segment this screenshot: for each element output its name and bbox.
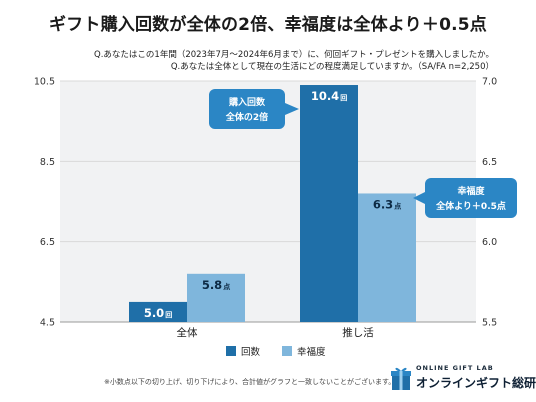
question-2: Q.あなたは全体として現在の生活にどの程度満足していますか。（SA/FA n=2… <box>170 62 494 72</box>
data-label-unit: 回 <box>165 310 172 319</box>
legend-swatch <box>226 346 236 356</box>
legend-swatch <box>282 346 292 356</box>
left-tick-label: 4.5 <box>40 318 55 329</box>
right-tick-label: 6.5 <box>482 157 497 168</box>
data-label-unit: 回 <box>340 93 347 102</box>
data-label-value: 10.4 <box>311 89 339 103</box>
logo-subtitle: ONLINE GIFT LAB <box>416 364 494 372</box>
data-label-unit: 点 <box>223 282 230 291</box>
data-label: 5.0回 <box>144 306 172 320</box>
data-label-value: 5.8 <box>202 278 222 292</box>
left-tick-label: 8.5 <box>40 157 55 168</box>
question-1: Q.あなたはこの1年間（2023年7月～2024年6月まで）に、何回ギフト・プレ… <box>94 50 494 60</box>
left-tick-label: 6.5 <box>40 237 55 248</box>
right-tick-label: 6.0 <box>482 237 497 248</box>
category-label: 推し活 <box>342 326 374 339</box>
legend-label: 幸福度 <box>297 346 326 358</box>
callout-count-box <box>209 89 285 129</box>
footnote: ※小数点以下の切り上げ、切り下げにより、合計値がグラフと一致しないことがございま… <box>104 378 396 386</box>
data-label-value: 6.3 <box>373 197 393 211</box>
data-label-unit: 点 <box>394 201 401 210</box>
bar-count <box>129 301 187 322</box>
right-tick-label: 7.0 <box>482 77 497 88</box>
callout-count-pointer <box>285 103 299 115</box>
bar-happiness <box>358 193 416 322</box>
logo-name: オンラインギフト総研 <box>416 376 536 390</box>
callout-count-line2: 全体の2倍 <box>225 111 268 123</box>
callout-happiness-line2: 全体より＋0.5点 <box>435 200 506 212</box>
logo: ONLINE GIFT LAB オンラインギフト総研 <box>388 362 536 398</box>
left-tick-label: 10.5 <box>34 77 55 88</box>
bar-count <box>300 85 358 323</box>
category-label: 全体 <box>177 326 198 339</box>
legend-label: 回数 <box>241 346 261 358</box>
right-tick-label: 5.5 <box>482 318 497 329</box>
callout-happiness-pointer <box>413 192 425 204</box>
data-label-value: 5.0 <box>144 306 164 320</box>
callout-count-line1: 購入回数 <box>228 96 266 108</box>
bar-happiness <box>187 273 245 322</box>
callout-happiness-line1: 幸福度 <box>457 185 485 197</box>
data-label: 5.8点 <box>202 278 230 292</box>
data-label: 6.3点 <box>373 197 401 211</box>
data-label: 10.4回 <box>311 89 347 103</box>
gift-box-icon <box>391 367 411 390</box>
chart-title: ギフト購入回数が全体の2倍、幸福度は全体より＋0.5点 <box>48 15 487 35</box>
callout-happiness-box <box>425 178 517 218</box>
